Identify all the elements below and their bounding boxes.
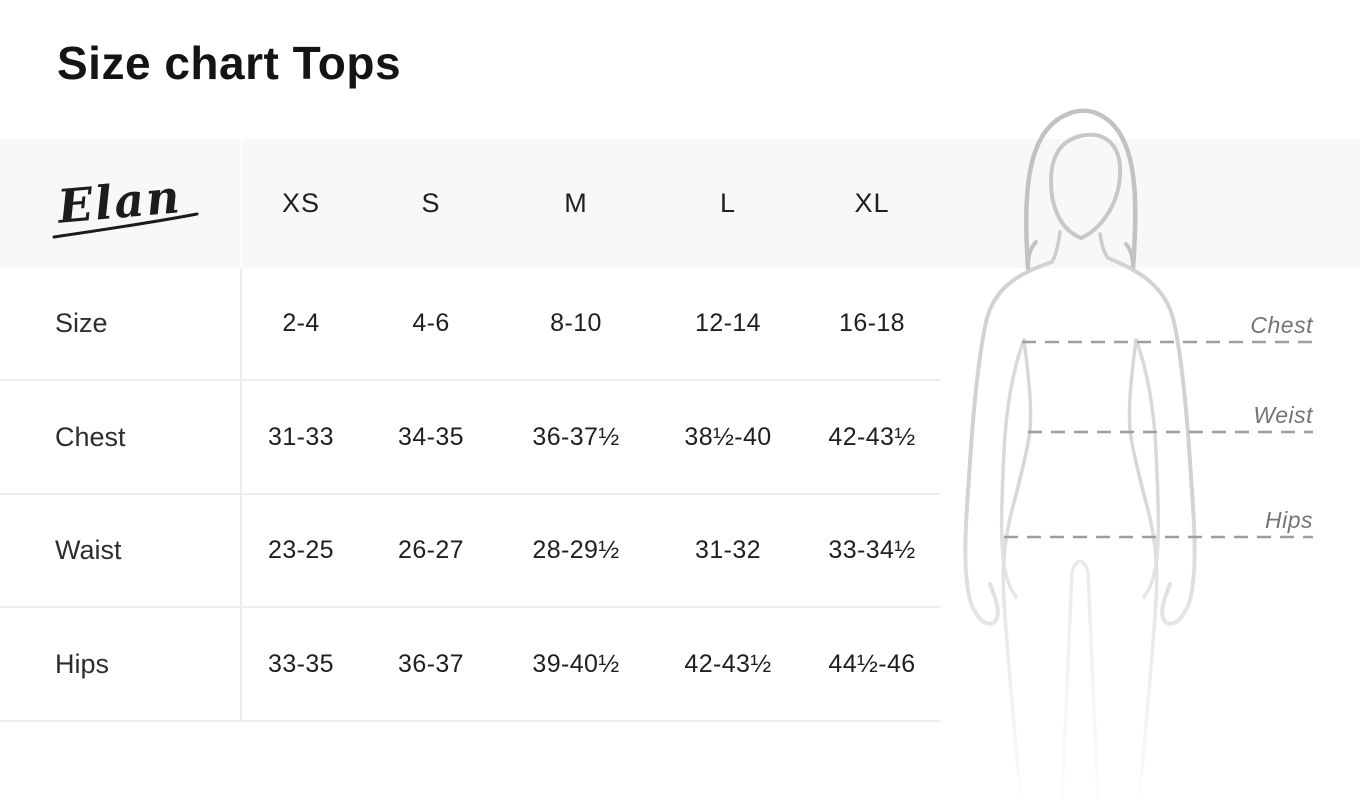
table-cell: 31-33	[240, 381, 362, 495]
table-vertical-divider	[240, 139, 242, 722]
row-label-chest: Chest	[0, 381, 240, 495]
table-cell: 39-40½	[500, 608, 652, 722]
table-cell: 33-34½	[804, 495, 940, 608]
row-label-size: Size	[0, 268, 240, 381]
column-header-xs: XS	[281, 188, 321, 218]
table-cell: 16-18	[804, 268, 940, 381]
table-cell: 28-29½	[500, 495, 652, 608]
table-cell: 23-25	[240, 495, 362, 608]
table-cell: 31-32	[652, 495, 804, 608]
page-title: Size chart Tops	[57, 37, 402, 89]
face-outline	[1049, 132, 1123, 240]
measurement-figure: Chest Weist Hips	[940, 100, 1360, 804]
table-cell: 8-10	[500, 268, 652, 381]
row-label-waist: Waist	[0, 495, 240, 608]
column-header-l: L	[719, 188, 737, 218]
table-cell: 2-4	[240, 268, 362, 381]
table-cell: 44½-46	[804, 608, 940, 722]
table-cell: 36-37	[362, 608, 500, 722]
table-cell: 42-43½	[652, 608, 804, 722]
brand-logo: Elan	[0, 139, 240, 268]
logo-underline-flourish	[52, 212, 199, 238]
brand-logo-text: Elan	[54, 169, 184, 234]
waist-measure-label: Weist	[1253, 402, 1314, 428]
column-header-s: S	[421, 188, 441, 218]
table-cell: 42-43½	[804, 381, 940, 495]
brand-logo-icon: Elan	[52, 169, 199, 238]
table-cell: 4-6	[362, 268, 500, 381]
size-chart-table: Elan XS S M L XL Size 2-4 4-6 8-10 12-14…	[0, 139, 940, 722]
table-vertical-divider-header-segment	[240, 139, 242, 268]
column-header-m: M	[564, 188, 588, 218]
table-cell: 12-14	[652, 268, 804, 381]
column-header-xl: XL	[854, 188, 890, 218]
row-label-hips: Hips	[0, 608, 240, 722]
table-cell: 33-35	[240, 608, 362, 722]
table-cell: 38½-40	[652, 381, 804, 495]
hips-measure-label: Hips	[1265, 507, 1313, 533]
silhouette-fade-overlay	[940, 490, 1360, 804]
table-cell: 34-35	[362, 381, 500, 495]
female-silhouette-icon: Chest Weist Hips	[940, 108, 1360, 804]
chest-measure-label: Chest	[1250, 312, 1314, 338]
hair-outline	[1023, 108, 1138, 271]
hair-ends	[1026, 240, 1135, 270]
table-cell: 36-37½	[500, 381, 652, 495]
table-cell: 26-27	[362, 495, 500, 608]
